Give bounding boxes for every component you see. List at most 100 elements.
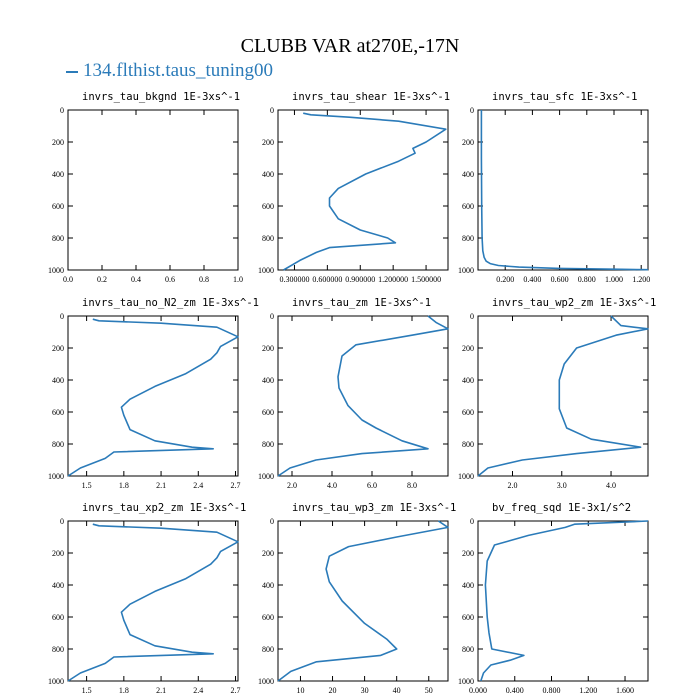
x-tick-label: 1.500000 <box>411 275 441 284</box>
plot-frame <box>477 109 649 271</box>
y-tick-label: 200 <box>462 344 474 353</box>
y-tick-label: 600 <box>52 202 64 211</box>
x-tick-label: 4.0 <box>606 481 616 490</box>
panel-title: invrs_tau_bkgnd 1E-3xs^-1 <box>82 91 240 103</box>
y-tick-label: 600 <box>52 408 64 417</box>
x-tick-label: 2.0 <box>287 481 297 490</box>
y-tick-label: 400 <box>462 376 474 385</box>
x-tick-label: 10 <box>296 686 304 695</box>
page-title: CLUBB VAR at270E,-17N <box>240 35 460 57</box>
x-tick-label: 1.000 <box>605 275 623 284</box>
series-line <box>277 520 449 682</box>
x-tick-label: 1.200 <box>632 275 650 284</box>
x-tick-label: 0.900000 <box>345 275 375 284</box>
legend: 134.flthist.taus_tuning00 <box>66 60 273 84</box>
y-tick-label: 800 <box>262 440 274 449</box>
x-tick-label: 2.7 <box>231 686 241 695</box>
y-tick-label: 200 <box>52 344 64 353</box>
x-tick-label: 8.0 <box>407 481 417 490</box>
panel-title: invrs_tau_no_N2_zm 1E-3xs^-1 <box>82 297 259 309</box>
y-tick-label: 800 <box>52 440 64 449</box>
x-tick-label: 1.600 <box>616 686 634 695</box>
y-tick-label: 0 <box>470 517 474 526</box>
y-tick-label: 800 <box>262 645 274 654</box>
y-tick-label: 600 <box>52 613 64 622</box>
panel-title: invrs_tau_shear 1E-3xs^-1 <box>292 91 450 103</box>
y-tick-label: 600 <box>462 202 474 211</box>
y-tick-label: 600 <box>262 613 274 622</box>
y-tick-label: 200 <box>52 138 64 147</box>
legend-line-icon <box>66 70 78 73</box>
y-tick-label: 800 <box>52 234 64 243</box>
plot-frame <box>477 315 649 477</box>
panel-title: invrs_tau_wp3_zm 1E-3xs^-1 <box>292 502 456 514</box>
series-line <box>283 112 447 271</box>
y-tick-label: 1000 <box>458 266 474 275</box>
y-tick-label: 400 <box>462 170 474 179</box>
x-tick-label: 30 <box>361 686 369 695</box>
y-tick-label: 200 <box>262 138 274 147</box>
series-line <box>477 315 649 477</box>
y-tick-label: 200 <box>262 549 274 558</box>
panel-title: invrs_tau_wp2_zm 1E-3xs^-1 <box>492 297 656 309</box>
x-tick-label: 1.8 <box>119 686 129 695</box>
y-tick-label: 800 <box>52 645 64 654</box>
y-tick-label: 0 <box>60 517 64 526</box>
y-tick-label: 0 <box>270 517 274 526</box>
series-line <box>67 318 239 477</box>
plot-frame <box>67 315 239 477</box>
y-tick-label: 200 <box>462 138 474 147</box>
plot-frame <box>67 109 239 271</box>
y-tick-label: 600 <box>462 613 474 622</box>
y-tick-label: 1000 <box>458 677 474 686</box>
x-tick-label: 0.400 <box>523 275 541 284</box>
y-tick-label: 1000 <box>258 677 274 686</box>
plot-frame <box>277 109 449 271</box>
plot-frame <box>67 520 239 682</box>
y-tick-label: 400 <box>262 170 274 179</box>
x-tick-label: 2.1 <box>156 481 166 490</box>
x-tick-label: 2.1 <box>156 686 166 695</box>
y-tick-label: 200 <box>262 344 274 353</box>
x-tick-label: 0.8 <box>199 275 209 284</box>
y-tick-label: 800 <box>462 440 474 449</box>
x-tick-label: 3.0 <box>557 481 567 490</box>
x-tick-label: 0.400 <box>506 686 524 695</box>
x-tick-label: 40 <box>393 686 401 695</box>
y-tick-label: 1000 <box>48 677 64 686</box>
x-tick-label: 2.7 <box>231 481 241 490</box>
panel-title: invrs_tau_zm 1E-3xs^-1 <box>292 297 431 309</box>
y-tick-label: 400 <box>52 170 64 179</box>
x-tick-label: 6.0 <box>367 481 377 490</box>
x-tick-label: 50 <box>425 686 433 695</box>
series-line <box>480 110 649 271</box>
y-tick-label: 400 <box>262 376 274 385</box>
x-tick-label: 20 <box>329 686 337 695</box>
x-tick-label: 0.6 <box>165 275 175 284</box>
y-tick-label: 400 <box>462 581 474 590</box>
series-line <box>480 520 649 682</box>
x-tick-label: 1.8 <box>119 481 129 490</box>
x-tick-label: 0.600 <box>551 275 569 284</box>
x-tick-label: 2.4 <box>193 481 203 490</box>
y-tick-label: 800 <box>462 645 474 654</box>
x-tick-label: 1.200 <box>579 686 597 695</box>
y-tick-label: 400 <box>262 581 274 590</box>
x-tick-label: 1.5 <box>82 481 92 490</box>
y-tick-label: 1000 <box>48 266 64 275</box>
y-tick-label: 600 <box>462 408 474 417</box>
series-line <box>277 315 449 477</box>
x-tick-label: 0.800 <box>578 275 596 284</box>
plot-frame <box>477 520 649 682</box>
x-tick-label: 1.5 <box>82 686 92 695</box>
x-tick-label: 0.800 <box>543 686 561 695</box>
y-tick-label: 1000 <box>458 472 474 481</box>
y-tick-label: 0 <box>270 312 274 321</box>
x-tick-label: 0.200 <box>496 275 514 284</box>
x-tick-label: 2.0 <box>507 481 517 490</box>
y-tick-label: 0 <box>470 106 474 115</box>
y-tick-label: 600 <box>262 202 274 211</box>
plot-frame <box>277 315 449 477</box>
x-tick-label: 1.0 <box>233 275 243 284</box>
